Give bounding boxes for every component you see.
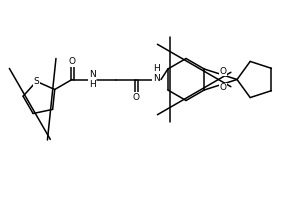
Text: S: S [34, 77, 39, 86]
Text: O: O [68, 58, 76, 66]
Text: O: O [219, 83, 226, 92]
Text: O: O [219, 67, 226, 76]
Text: N
H: N H [89, 70, 95, 89]
Text: O: O [133, 92, 140, 102]
Text: H
N: H N [153, 64, 159, 83]
